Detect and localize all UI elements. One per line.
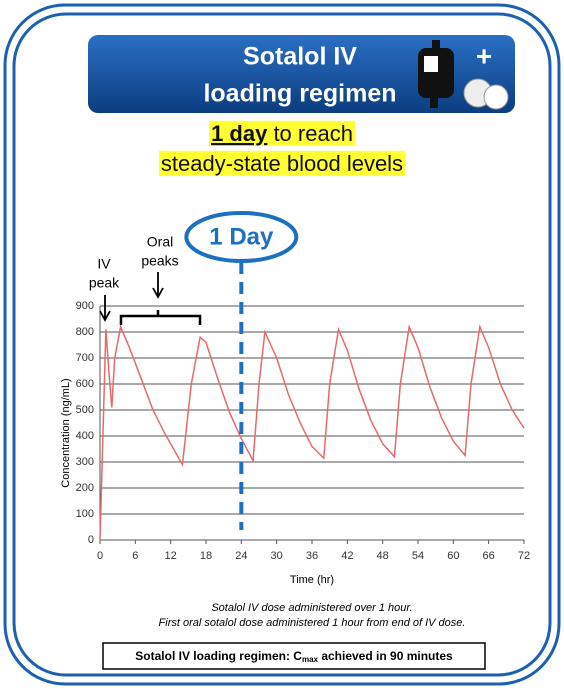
x-tick-label: 30 [271,550,283,562]
x-tick-label: 0 [97,550,103,562]
headline: 1 day to reach steady-state blood levels [158,120,406,176]
highlight [209,120,355,146]
y-tick-label: 100 [76,508,94,520]
x-tick-label: 60 [447,550,459,562]
footnote: Sotalol IV dose administered over 1 hour… [211,602,412,614]
x-tick-label: 66 [483,550,495,562]
x-tick-label: 42 [341,550,353,562]
arrow [152,272,164,299]
day-marker-label: 1 Day [209,223,274,250]
outer-border [3,3,561,686]
x-tick-label: 24 [235,550,247,562]
summary-text: Sotalol IV loading regimen: C [135,649,302,663]
annotation: Oral [147,234,173,250]
data-line [99,324,525,541]
headline-emphasis: 1 day [211,121,268,146]
plot: 0 100 200 300 400 500 600 700 800 900 0 6 12 18 24 30 36… [60,211,530,586]
y-tick-label: 200 [76,482,94,494]
day-marker-ellipse [184,211,299,263]
y-tick-label: 0 [88,534,94,546]
iv-bag-icon: + [418,40,509,110]
x-tick-label: 54 [412,550,424,562]
x-tick-label: 6 [132,550,138,562]
header-box [88,35,515,113]
highlight [158,150,406,176]
annotation: IV [97,256,111,272]
x-axis-label: Time (hr) [290,574,334,586]
title-line: loading regimen [203,80,396,108]
x-tick-label: 48 [377,550,389,562]
y-tick-label: 600 [76,378,94,390]
x-tick-label: 12 [165,550,177,562]
x-tick-label: 36 [306,550,318,562]
summary-subscript: max [302,655,319,664]
x-tick-label: 72 [518,550,530,562]
y-axis-label: Concentration (ng/mL) [60,378,72,487]
svg-text:+: + [476,40,492,71]
y-tick-label: 900 [76,300,94,312]
annotation: peaks [141,253,178,269]
y-tick-label: 300 [76,456,94,468]
x-tick-label: 18 [200,550,212,562]
arrow [99,295,111,322]
headline-rest: to reach [267,121,353,146]
headline-line: 1 day to reach [211,121,353,146]
summary-box [102,642,486,670]
footnote: First oral sotalol dose administered 1 h… [159,617,466,629]
y-tick-label: 500 [76,404,94,416]
summary-rest: achieved in 90 minutes [318,649,453,663]
y-tick-label: 700 [76,352,94,364]
annotation: peak [89,275,120,291]
title-line: Sotalol IV [243,43,357,71]
headline-line: steady-state blood levels [161,151,403,176]
y-tick-label: 800 [76,326,94,338]
bracket [119,310,202,325]
y-tick-label: 400 [76,430,94,442]
inner-border [12,12,552,677]
summary: Sotalol IV loading regimen: Cmax achieve… [135,649,453,664]
